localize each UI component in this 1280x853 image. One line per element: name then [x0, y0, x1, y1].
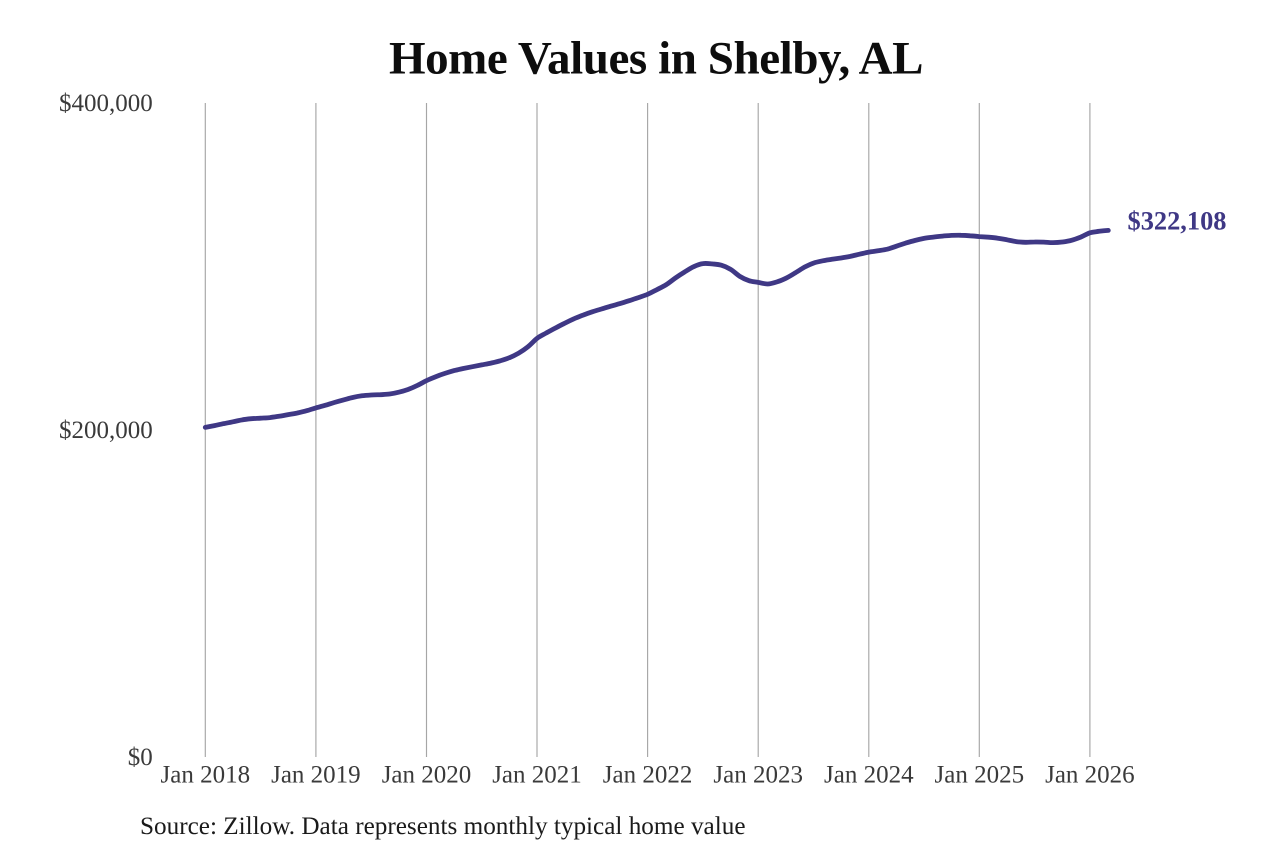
svg-text:Jan 2024: Jan 2024	[824, 762, 914, 789]
svg-text:Jan 2025: Jan 2025	[935, 762, 1025, 789]
svg-text:$200,000: $200,000	[59, 417, 153, 444]
svg-text:$400,000: $400,000	[59, 90, 153, 117]
svg-text:Jan 2021: Jan 2021	[492, 762, 582, 789]
svg-text:Jan 2026: Jan 2026	[1045, 762, 1135, 789]
svg-text:Jan 2020: Jan 2020	[382, 762, 472, 789]
svg-text:$322,108: $322,108	[1128, 206, 1227, 236]
svg-text:$0: $0	[128, 744, 153, 771]
svg-text:Jan 2019: Jan 2019	[271, 762, 361, 789]
svg-text:Jan 2022: Jan 2022	[603, 762, 693, 789]
svg-text:Home Values in Shelby, AL: Home Values in Shelby, AL	[389, 33, 923, 85]
svg-text:Jan 2018: Jan 2018	[161, 762, 251, 789]
svg-text:Jan 2023: Jan 2023	[713, 762, 803, 789]
svg-text:Source: Zillow. Data represent: Source: Zillow. Data represents monthly …	[140, 813, 746, 840]
